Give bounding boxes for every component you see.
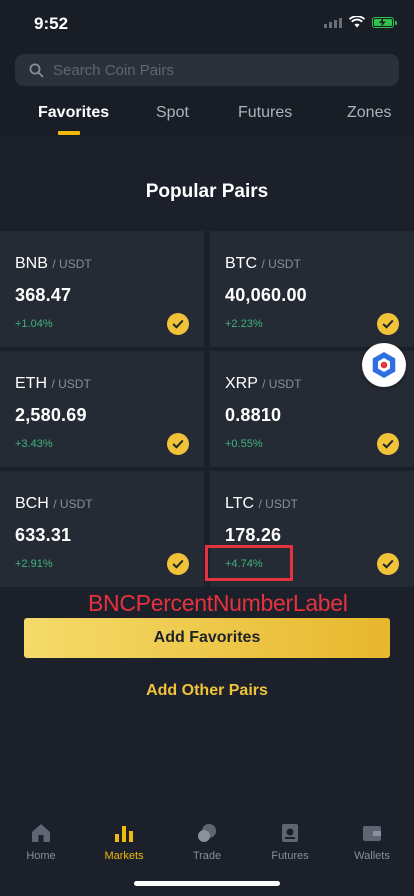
wifi-icon [349,16,365,28]
pair-price: 368.47 [15,285,72,305]
home-indicator [134,881,280,886]
checkmark-icon[interactable] [377,313,399,335]
search-input[interactable]: Search Coin Pairs [53,61,174,79]
top-header: 9:52 Search Coin Pairs Favorites Spot Fu… [0,0,414,136]
pair-card-bch[interactable]: BCH / USDT 633.31 +2.91% [0,471,204,587]
pair-percent-change: +2.23% [225,318,263,330]
popular-pairs-title: Popular Pairs [145,181,269,202]
pair-quote: / USDT [51,377,91,391]
tab-spot[interactable]: Spot [156,104,189,121]
nav-label: Markets [104,850,144,862]
active-tab-indicator [58,131,80,135]
pair-card-btc[interactable]: BTC / USDT 40,060.00 +2.23% [210,231,414,347]
wallet-icon [363,826,381,841]
pair-base: LTC [225,495,255,512]
pair-base: BTC [225,255,257,272]
futures-icon [282,824,298,842]
pair-card-eth[interactable]: ETH / USDT 2,580.69 +3.43% [0,351,204,467]
checkmark-icon[interactable] [377,553,399,575]
pair-percent-change: +3.43% [15,438,53,450]
add-other-pairs-link[interactable]: Add Other Pairs [146,682,268,699]
pair-percent-change: +2.91% [15,558,53,570]
pair-price: 633.31 [15,525,72,545]
signal-icon [324,17,342,28]
nav-label: Wallets [354,850,390,862]
tab-futures[interactable]: Futures [238,104,293,121]
pair-quote: / USDT [262,377,302,391]
tab-zones[interactable]: Zones [347,104,392,121]
pair-quote: / USDT [261,257,301,271]
status-icons [324,16,397,28]
pair-card-bnb[interactable]: BNB / USDT 368.47 +1.04% [0,231,204,347]
nav-trade[interactable]: Trade [172,822,242,862]
pair-base: XRP [225,375,258,392]
nav-home[interactable]: Home [6,822,76,862]
pair-quote: / USDT [52,257,92,271]
tab-bar: Favorites Spot Futures Zones [0,100,414,136]
pair-base: BCH [15,495,49,512]
home-icon [32,824,50,842]
pair-percent-change: +1.04% [15,318,53,330]
search-icon [29,63,44,77]
pair-price: 2,580.69 [15,405,87,425]
trade-icon [198,824,216,842]
nav-markets[interactable]: Markets [89,822,159,862]
checkmark-icon[interactable] [167,313,189,335]
floating-assistant-button[interactable] [362,343,406,387]
markets-icon [115,826,133,842]
hexagon-logo-icon [372,352,396,378]
pair-price: 0.8810 [225,405,282,425]
pair-base: BNB [15,255,48,272]
pair-price: 40,060.00 [225,285,307,305]
pair-percent-change: +0.55% [225,438,263,450]
pair-percent-change: +4.74% [225,558,263,570]
pair-quote: / USDT [258,497,298,511]
status-time: 9:52 [34,14,69,33]
battery-icon [372,16,397,28]
nav-futures[interactable]: Futures [255,822,325,862]
tab-favorites[interactable]: Favorites [38,104,110,121]
annotation-label: BNCPercentNumberLabel [88,590,348,616]
pair-base: ETH [15,375,47,392]
nav-wallets[interactable]: Wallets [337,822,407,862]
add-favorites-button[interactable]: Add Favorites [24,618,390,658]
search-bar[interactable]: Search Coin Pairs [15,54,399,86]
nav-label: Trade [192,850,222,862]
annotation-highlight-box [205,545,293,581]
pair-price: 178.26 [225,525,282,545]
checkmark-icon[interactable] [377,433,399,455]
checkmark-icon[interactable] [167,553,189,575]
nav-label: Home [26,850,56,862]
pair-card-ltc[interactable]: LTC / USDT 178.26 +4.74% [210,471,414,587]
nav-label: Futures [271,850,309,862]
pair-quote: / USDT [53,497,93,511]
checkmark-icon[interactable] [167,433,189,455]
